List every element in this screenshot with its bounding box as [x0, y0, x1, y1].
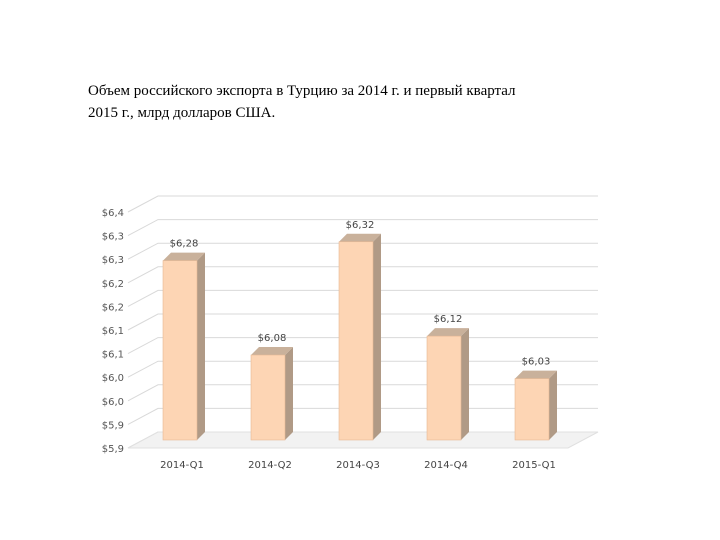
- y-tick-label: $6,2: [102, 279, 124, 290]
- y-tick-label: $5,9: [102, 420, 124, 431]
- bar-side: [373, 233, 381, 440]
- bar: [338, 241, 374, 441]
- x-tick-label: 2014-Q4: [424, 460, 468, 471]
- bar-top: [163, 252, 205, 261]
- gridline: [127, 219, 598, 237]
- data-label: $6,03: [522, 357, 551, 368]
- data-label: $6,12: [434, 314, 463, 325]
- gridline: [127, 195, 598, 213]
- x-tick-label: 2014-Q1: [160, 460, 204, 471]
- bar: [426, 335, 462, 441]
- gridline: [127, 242, 598, 260]
- y-tick-label: $6,0: [102, 373, 124, 384]
- y-tick-label: $6,1: [102, 326, 124, 337]
- bar-side: [285, 347, 293, 440]
- gridline: [127, 266, 598, 284]
- y-tick-label: $6,0: [102, 397, 124, 408]
- bar: [162, 260, 198, 441]
- x-tick-label: 2014-Q3: [336, 460, 380, 471]
- y-tick-label: $6,4: [102, 208, 124, 219]
- bar: [514, 378, 550, 441]
- data-label: $6,32: [346, 220, 375, 231]
- x-tick-label: 2015-Q1: [512, 460, 556, 471]
- y-tick-label: $5,9: [102, 444, 124, 455]
- y-tick-label: $6,3: [102, 255, 124, 266]
- data-label: $6,28: [170, 239, 199, 250]
- bar-top: [515, 370, 557, 379]
- bar-top: [251, 347, 293, 356]
- y-tick-label: $6,3: [102, 232, 124, 243]
- bar-side: [197, 252, 205, 440]
- chart-title-line-2: 2015 г., млрд долларов США.: [88, 105, 276, 121]
- bar: [250, 354, 286, 441]
- gridline: [127, 313, 598, 331]
- gridline: [127, 289, 598, 307]
- chart-title: Объем российского экспорта в Турцию за 2…: [88, 80, 628, 124]
- y-tick-label: $6,1: [102, 350, 124, 361]
- bar-top: [339, 233, 381, 242]
- bar-side: [549, 370, 557, 440]
- x-tick-label: 2014-Q2: [248, 460, 292, 471]
- bar-side: [461, 328, 469, 440]
- y-tick-label: $6,2: [102, 302, 124, 313]
- chart-title-line-1: Объем российского экспорта в Турцию за 2…: [88, 83, 516, 99]
- bar-top: [427, 328, 469, 337]
- data-label: $6,08: [258, 333, 287, 344]
